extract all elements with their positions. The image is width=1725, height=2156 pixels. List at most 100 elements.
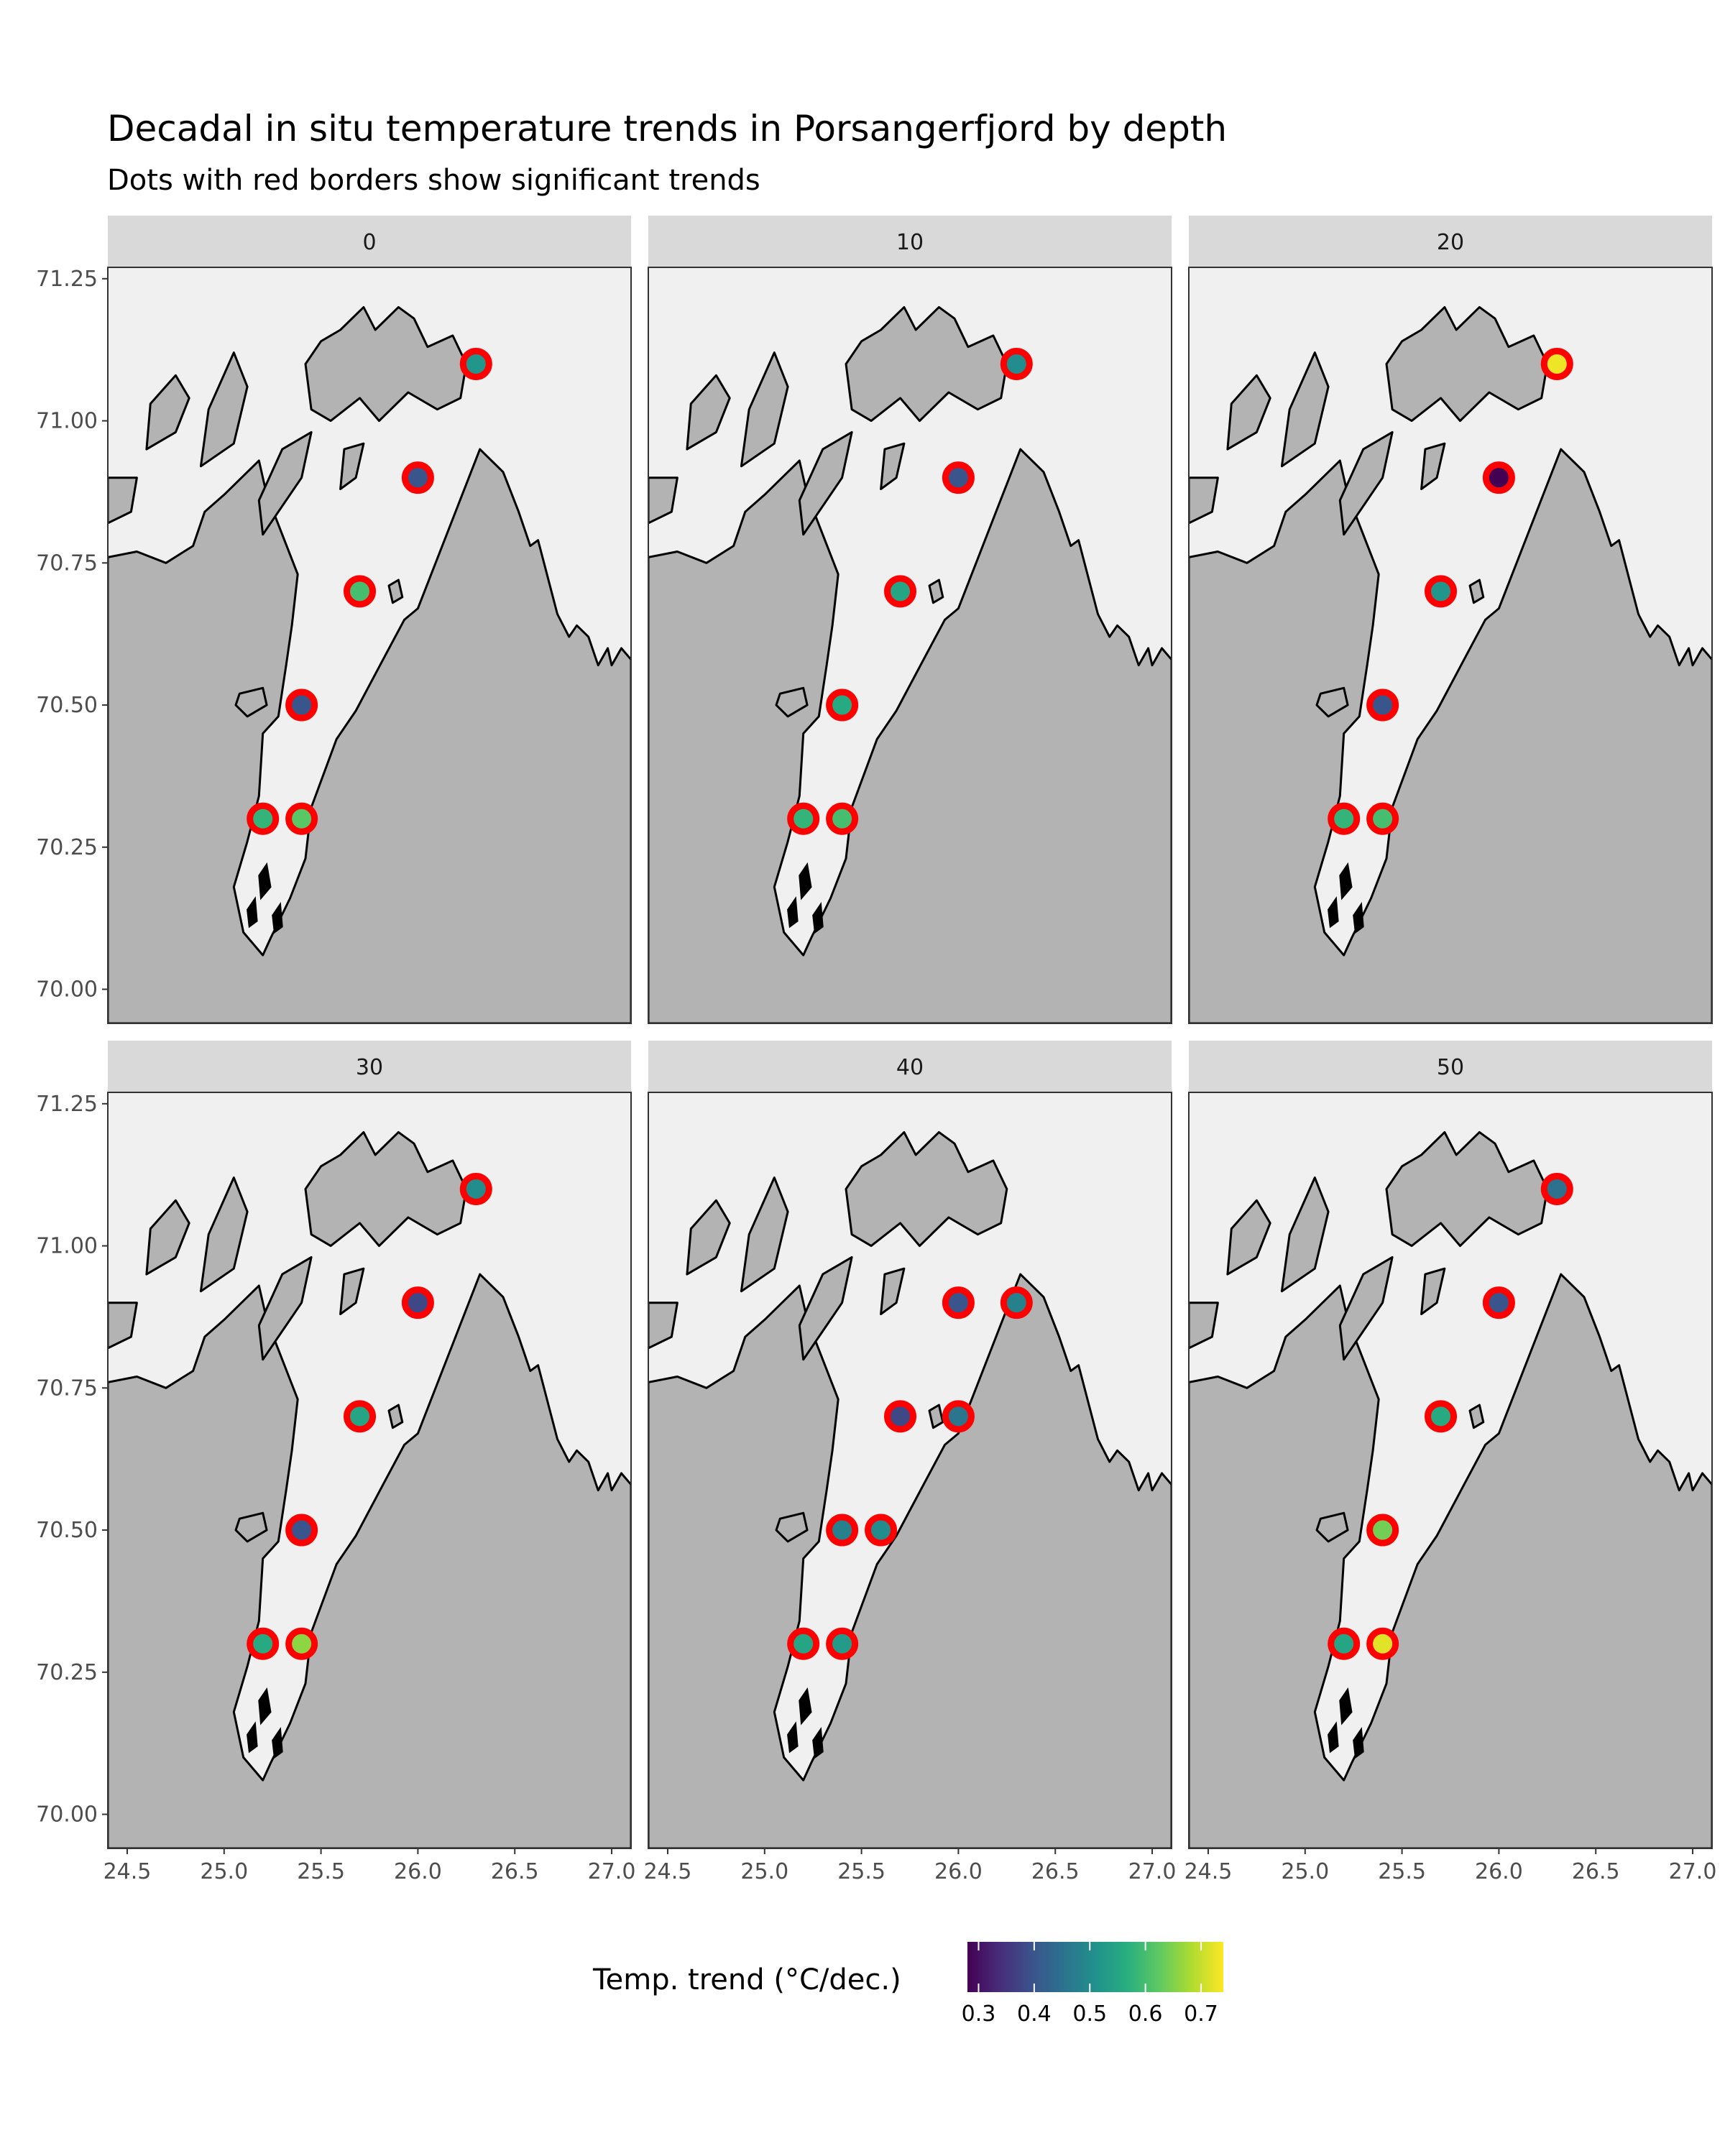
- island: [339, 1267, 365, 1315]
- facet-label: 0: [362, 230, 376, 255]
- island-north: [845, 1130, 1008, 1248]
- x-tick-label: 27.0: [1128, 1859, 1177, 1884]
- data-point: [247, 802, 280, 835]
- y-tick-label: 71.25: [36, 1092, 98, 1117]
- water-area: [1189, 267, 1712, 956]
- y-tick-label: 71.00: [36, 1234, 98, 1259]
- data-point: [459, 347, 492, 380]
- island-north: [1385, 305, 1549, 423]
- x-tick-label: 25.5: [1378, 1859, 1426, 1884]
- data-point: [1366, 1627, 1399, 1660]
- legend-tick-label: 0.5: [1072, 2001, 1107, 2027]
- skerry: [799, 1687, 812, 1726]
- skerry: [247, 896, 258, 929]
- data-point: [826, 802, 859, 835]
- data-point: [247, 1627, 280, 1660]
- y-tick-label: 71.25: [36, 267, 98, 292]
- water-area: [648, 267, 1172, 956]
- data-point: [942, 1286, 975, 1319]
- legend-ticks: 0.3 0.4 0.5 0.6 0.7: [962, 1942, 1218, 2027]
- x-axes: 24.5 25.0 25.5 26.0 26.5 27.0 24.5 25.0 25.5 26.0…: [104, 1848, 1716, 1884]
- skerry: [1353, 902, 1364, 934]
- water-area: [108, 267, 631, 956]
- island: [199, 1176, 249, 1293]
- y-tick-label: 70.75: [36, 1376, 98, 1401]
- y-tick-label: 70.75: [36, 550, 98, 576]
- y-tick-label: 70.50: [36, 1518, 98, 1543]
- legend-tick-label: 0.7: [1184, 2001, 1218, 2027]
- water-area: [648, 1092, 1172, 1781]
- island: [387, 579, 404, 604]
- island: [234, 1511, 268, 1543]
- legend-colorbar: [967, 1942, 1223, 1992]
- facet-label: 10: [896, 230, 924, 255]
- x-tick-label: 26.0: [394, 1859, 442, 1884]
- x-tick-label: 24.5: [104, 1859, 152, 1884]
- island: [1468, 579, 1485, 604]
- skerry: [812, 902, 824, 934]
- y-axes: 70.00 70.25 70.50 70.75 71.00 71.25 70.00 70.25…: [36, 267, 108, 1828]
- skerry: [1353, 1727, 1364, 1759]
- island-north: [304, 305, 468, 423]
- island: [775, 1511, 809, 1543]
- facet-panel-50: 50: [1188, 1041, 1713, 1849]
- x-tick-label: 26.0: [934, 1859, 983, 1884]
- island: [1420, 442, 1446, 490]
- y-tick-label: 70.00: [36, 977, 98, 1003]
- island-north: [1385, 1130, 1549, 1248]
- island: [1315, 1511, 1349, 1543]
- data-point: [787, 1627, 820, 1660]
- x-tick-label: 26.5: [1031, 1859, 1080, 1884]
- data-point: [344, 575, 377, 608]
- island: [339, 442, 365, 490]
- chart-title: Decadal in situ temperature trends in Po…: [107, 108, 1227, 149]
- x-tick-label: 26.5: [491, 1859, 539, 1884]
- island: [1189, 1302, 1219, 1350]
- island: [928, 1404, 944, 1429]
- data-point: [401, 461, 434, 494]
- panel-border: [648, 267, 1172, 1024]
- skerry: [258, 862, 272, 900]
- data-point: [1000, 347, 1033, 380]
- island: [108, 1302, 138, 1350]
- data-point: [285, 1627, 318, 1660]
- data-point: [884, 575, 917, 608]
- x-tick-label: 26.0: [1475, 1859, 1523, 1884]
- panel-border: [1188, 1092, 1713, 1849]
- island: [1189, 476, 1219, 525]
- data-point: [1482, 461, 1515, 494]
- panel-border: [648, 1092, 1172, 1849]
- data-point: [1328, 1627, 1361, 1660]
- island: [1280, 1176, 1330, 1293]
- data-point: [1540, 1172, 1573, 1205]
- data-point: [1425, 1400, 1458, 1433]
- x-tick-label: 24.5: [644, 1859, 692, 1884]
- legend: Temp. trend (°C/dec.) 0.3 0.4 0.5 0.6 0.7: [592, 1942, 1223, 2027]
- facet-panel-40: 40: [648, 1041, 1172, 1849]
- island: [1420, 1267, 1446, 1315]
- data-point: [942, 461, 975, 494]
- island-north: [304, 1130, 468, 1248]
- skerry: [1328, 896, 1339, 929]
- island: [1280, 351, 1330, 468]
- skerry: [787, 1721, 799, 1754]
- skerry: [272, 1727, 283, 1759]
- island: [387, 1404, 404, 1429]
- skerry: [1328, 1721, 1339, 1754]
- data-point: [459, 1172, 492, 1205]
- data-point: [401, 1286, 434, 1319]
- island: [648, 1302, 678, 1350]
- island: [145, 374, 190, 451]
- legend-title: Temp. trend (°C/dec.): [592, 1963, 901, 1996]
- island: [257, 430, 313, 536]
- skerry: [272, 902, 283, 934]
- facet-strip: [648, 1041, 1172, 1092]
- island: [686, 1199, 731, 1276]
- facet-label: 40: [896, 1055, 924, 1080]
- mainland: [1189, 1273, 1712, 1848]
- x-tick-label: 25.5: [297, 1859, 345, 1884]
- water-area: [108, 1092, 631, 1781]
- mainland: [108, 448, 631, 1023]
- skerry: [787, 896, 799, 929]
- island: [108, 476, 138, 525]
